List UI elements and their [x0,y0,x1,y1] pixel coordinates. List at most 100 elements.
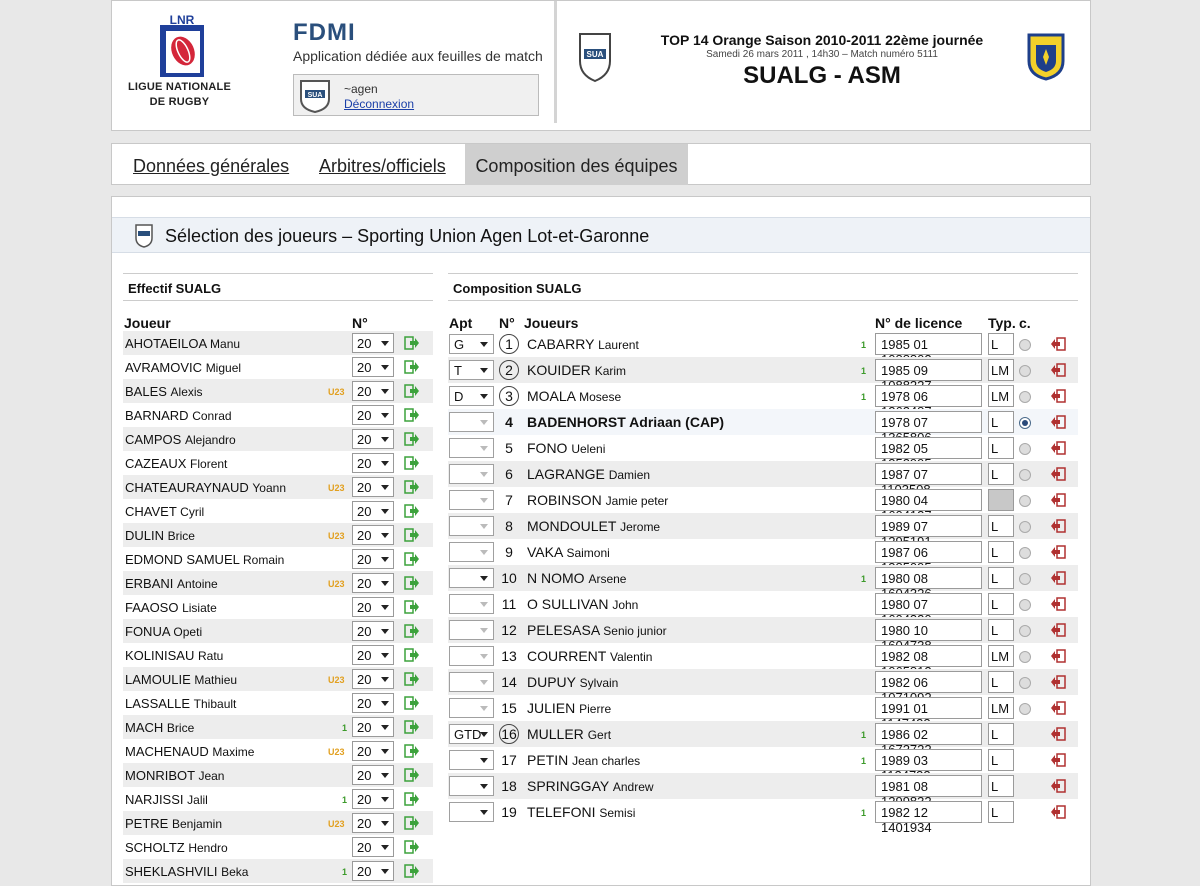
aptitude-select[interactable] [449,464,494,484]
number-select[interactable]: 20 [352,693,394,713]
remove-player-icon[interactable] [1050,804,1066,820]
remove-player-icon[interactable] [1050,466,1066,482]
aptitude-select[interactable] [449,620,494,640]
add-player-icon[interactable] [404,383,420,399]
add-player-icon[interactable] [404,359,420,375]
remove-player-icon[interactable] [1050,674,1066,690]
add-player-icon[interactable] [404,743,420,759]
remove-player-icon[interactable] [1050,388,1066,404]
license-field[interactable]: 1982 08 1065812 [875,645,982,679]
aptitude-select[interactable]: T [449,360,494,380]
remove-player-icon[interactable] [1050,700,1066,716]
type-field[interactable]: L [988,801,1014,823]
license-field[interactable]: 1982 06 1071092 [875,671,982,705]
captain-radio[interactable] [1019,625,1031,637]
captain-radio[interactable] [1019,573,1031,585]
license-field[interactable]: 1982 12 1401934 [875,801,982,835]
license-field[interactable]: 1986 02 1672722 [875,723,982,757]
captain-radio[interactable] [1019,677,1031,689]
license-field[interactable]: 1985 09 1088227 [875,359,982,393]
captain-radio[interactable] [1019,599,1031,611]
captain-radio[interactable] [1019,339,1031,351]
aptitude-select[interactable] [449,672,494,692]
license-field[interactable]: 1980 10 1604738 [875,619,982,653]
number-select[interactable]: 20 [352,357,394,377]
license-field[interactable]: 1987 06 1385095 [875,541,982,575]
license-field[interactable]: 1989 07 1295191 [875,515,982,549]
captain-radio[interactable] [1019,391,1031,403]
remove-player-icon[interactable] [1050,622,1066,638]
number-select[interactable]: 20 [352,813,394,833]
number-select[interactable]: 20 [352,381,394,401]
type-field[interactable]: LM [988,645,1014,667]
aptitude-select[interactable] [449,750,494,770]
type-field[interactable]: L [988,541,1014,563]
type-field[interactable]: L [988,593,1014,615]
remove-player-icon[interactable] [1050,440,1066,456]
aptitude-select[interactable] [449,776,494,796]
license-field[interactable]: 1987 07 1103508 [875,463,982,497]
number-select[interactable]: 20 [352,741,394,761]
license-field[interactable]: 1980 04 1604127 [875,489,982,523]
license-field[interactable]: 1980 08 1604326 [875,567,982,601]
captain-radio[interactable] [1019,547,1031,559]
license-field[interactable]: 1982 05 1352995 [875,437,982,471]
number-select[interactable]: 20 [352,717,394,737]
number-select[interactable]: 20 [352,333,394,353]
aptitude-select[interactable]: D [449,386,494,406]
number-select[interactable]: 20 [352,429,394,449]
captain-radio[interactable] [1019,651,1031,663]
type-field[interactable]: L [988,671,1014,693]
captain-radio[interactable] [1019,365,1031,377]
license-field[interactable]: 1991 01 1147422 [875,697,982,731]
add-player-icon[interactable] [404,863,420,879]
aptitude-select[interactable] [449,646,494,666]
add-player-icon[interactable] [404,527,420,543]
number-select[interactable]: 20 [352,477,394,497]
aptitude-select[interactable] [449,698,494,718]
add-player-icon[interactable] [404,503,420,519]
type-field[interactable]: L [988,567,1014,589]
type-field[interactable]: L [988,437,1014,459]
captain-radio[interactable] [1019,703,1031,715]
aptitude-select[interactable] [449,568,494,588]
add-player-icon[interactable] [404,791,420,807]
remove-player-icon[interactable] [1050,778,1066,794]
add-player-icon[interactable] [404,407,420,423]
add-player-icon[interactable] [404,479,420,495]
number-select[interactable]: 20 [352,645,394,665]
remove-player-icon[interactable] [1050,492,1066,508]
aptitude-select[interactable] [449,438,494,458]
license-field[interactable]: 1985 01 1088802 [875,333,982,367]
number-select[interactable]: 20 [352,621,394,641]
captain-radio[interactable] [1019,521,1031,533]
remove-player-icon[interactable] [1050,648,1066,664]
add-player-icon[interactable] [404,623,420,639]
license-field[interactable]: 1989 03 1124732 [875,749,982,783]
tab-general-data[interactable]: Données générales [133,144,289,185]
add-player-icon[interactable] [404,767,420,783]
type-field[interactable]: L [988,723,1014,745]
number-select[interactable]: 20 [352,573,394,593]
remove-player-icon[interactable] [1050,414,1066,430]
add-player-icon[interactable] [404,839,420,855]
number-select[interactable]: 20 [352,549,394,569]
captain-radio[interactable] [1019,417,1031,429]
number-select[interactable]: 20 [352,453,394,473]
aptitude-select[interactable] [449,542,494,562]
type-field[interactable]: LM [988,359,1014,381]
aptitude-select[interactable] [449,594,494,614]
type-field[interactable]: LM [988,385,1014,407]
number-select[interactable]: 20 [352,501,394,521]
remove-player-icon[interactable] [1050,570,1066,586]
add-player-icon[interactable] [404,671,420,687]
license-field[interactable]: 1981 08 1299832 [875,775,982,809]
remove-player-icon[interactable] [1050,752,1066,768]
aptitude-select[interactable] [449,802,494,822]
remove-player-icon[interactable] [1050,544,1066,560]
add-player-icon[interactable] [404,431,420,447]
number-select[interactable]: 20 [352,525,394,545]
number-select[interactable]: 20 [352,669,394,689]
captain-radio[interactable] [1019,469,1031,481]
type-field[interactable]: L [988,775,1014,797]
